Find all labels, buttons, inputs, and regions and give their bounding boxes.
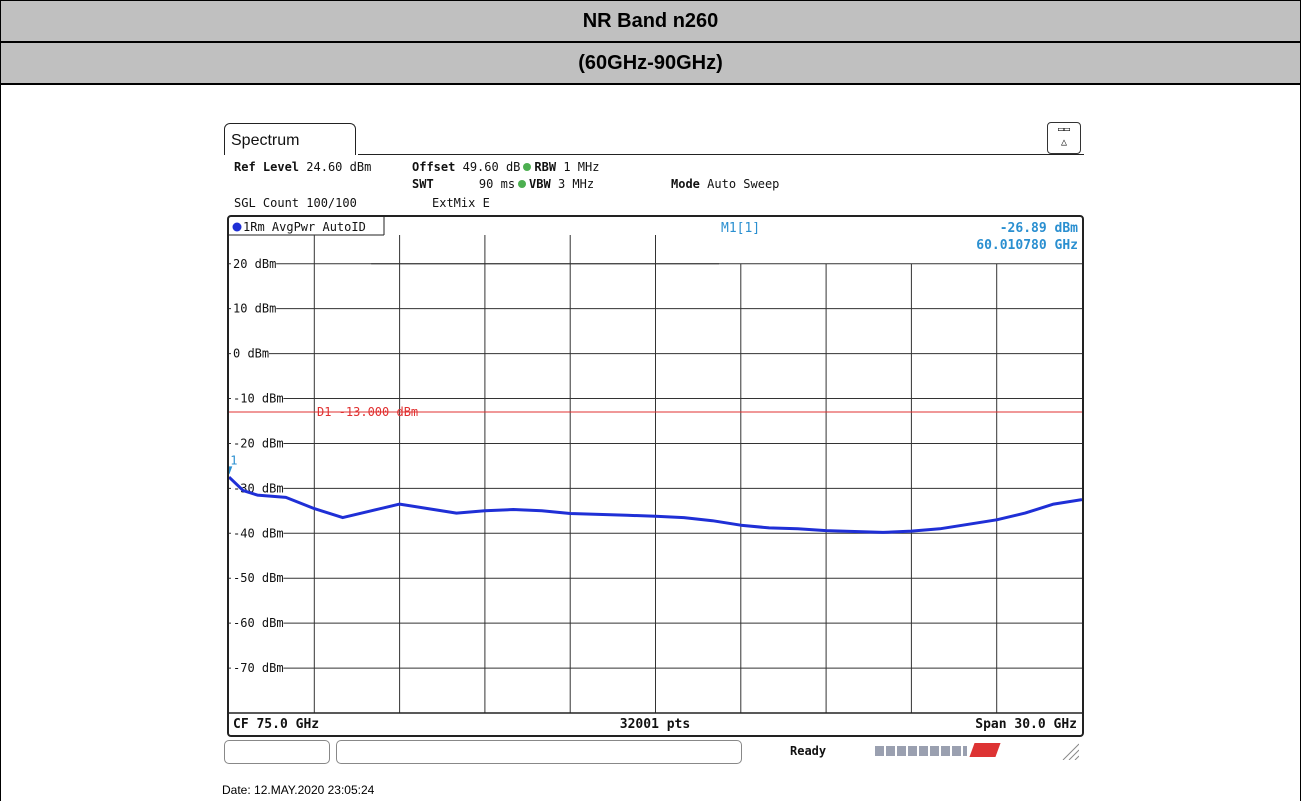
y-tick-label: -70 dBm	[233, 661, 284, 675]
tick-label-bg	[231, 615, 284, 630]
marker-triangle-icon	[229, 466, 233, 475]
offset-label: Offset	[412, 160, 456, 174]
y-tick-label: -60 dBm	[233, 616, 284, 630]
y-tick-label: -50 dBm	[233, 571, 284, 585]
sweep-points: 32001 pts	[620, 717, 690, 732]
mode-info: Mode Auto Sweep	[671, 177, 779, 191]
grid	[229, 235, 1082, 713]
offset-value: 49.60 dB	[462, 160, 521, 174]
ref-level-label: Ref Level	[234, 160, 300, 174]
vbw-label: VBW	[529, 177, 551, 191]
y-tick-label: -10 dBm	[233, 392, 284, 406]
rbw-label: RBW	[534, 160, 557, 174]
y-tick-label: 0 dBm	[233, 347, 269, 361]
tick-label-bg	[231, 435, 284, 450]
marker-name: M1[1]	[721, 221, 760, 236]
swt-value: 90 ms	[478, 177, 516, 191]
remote-status-icon	[969, 743, 1001, 757]
sgl-count: SGL Count 100/100	[234, 196, 357, 210]
display-line-group: D1 -13.000 dBm	[229, 405, 1082, 419]
band-range: (60GHz-90GHz)	[1, 43, 1300, 85]
extmix-label: ExtMix E	[432, 196, 490, 210]
trace-line	[229, 476, 1082, 534]
hardware-settings-icon[interactable]: ▭▭ △	[1047, 122, 1081, 154]
swt-info: SWT 90 ms VBW 3 MHz	[412, 177, 594, 191]
trace-label: 1Rm AvgPwr AutoID	[243, 220, 366, 234]
vbw-value: 3 MHz	[557, 177, 595, 191]
capture-date: Date: 12.MAY.2020 23:05:24	[222, 783, 375, 797]
tick-label-bg	[231, 525, 284, 540]
status-field-2[interactable]	[336, 740, 742, 764]
mode-label: Mode	[671, 177, 700, 191]
status-field-1[interactable]	[224, 740, 330, 764]
ref-level-info: Ref Level 24.60 dBm	[234, 160, 371, 174]
span-value: Span 30.0 GHz	[975, 717, 1077, 732]
tick-label-bg	[231, 255, 277, 270]
tick-label-bg	[231, 300, 277, 315]
tick-label-bg	[231, 390, 284, 405]
tick-label-bg	[231, 570, 284, 585]
ref-level-value: 24.60 dBm	[306, 160, 372, 174]
progress-indicator	[875, 746, 967, 756]
tab-divider	[358, 154, 1084, 155]
status-bar: Ready	[224, 738, 1083, 764]
band-title: NR Band n260	[1, 1, 1300, 43]
rbw-value: 1 MHz	[563, 160, 600, 174]
offset-info: Offset 49.60 dB RBW 1 MHz	[412, 160, 599, 174]
trace-indicator-icon	[232, 222, 242, 232]
tab-spectrum[interactable]: Spectrum	[224, 123, 356, 155]
spectrum-plot[interactable]: 1Rm AvgPwr AutoID 20 dBm 10 dBm 0 dBm -10 d…	[229, 217, 1082, 735]
y-tick-label: 10 dBm	[233, 302, 276, 316]
vbw-coupled-icon	[518, 180, 527, 188]
status-ready: Ready	[790, 744, 827, 758]
rbw-coupled-icon	[523, 163, 532, 171]
y-tick-label: -40 dBm	[233, 526, 284, 540]
center-frequency: CF 75.0 GHz	[233, 717, 319, 732]
spectrum-analyzer-screen: Spectrum ▭▭ △ Ref Level 24.60 dBm Offset …	[222, 120, 1085, 775]
marker-level: -26.89 dBm	[1000, 221, 1078, 236]
y-tick-label: 20 dBm	[233, 257, 276, 271]
marker-flag: 1	[230, 453, 237, 467]
swt-label: SWT	[412, 177, 434, 191]
marker-frequency: 60.010780 GHz	[976, 238, 1078, 253]
mode-value: Auto Sweep	[707, 177, 780, 191]
tick-label-bg	[231, 660, 284, 675]
marker-group: 1	[229, 453, 238, 475]
tick-label-bg	[231, 345, 269, 360]
display-line-label: D1 -13.000 dBm	[317, 405, 418, 419]
y-tick-label: -20 dBm	[233, 436, 284, 450]
plot-frame: 1Rm AvgPwr AutoID 20 dBm 10 dBm 0 dBm -10 d…	[227, 215, 1084, 737]
resize-grip-icon[interactable]	[1061, 742, 1079, 760]
